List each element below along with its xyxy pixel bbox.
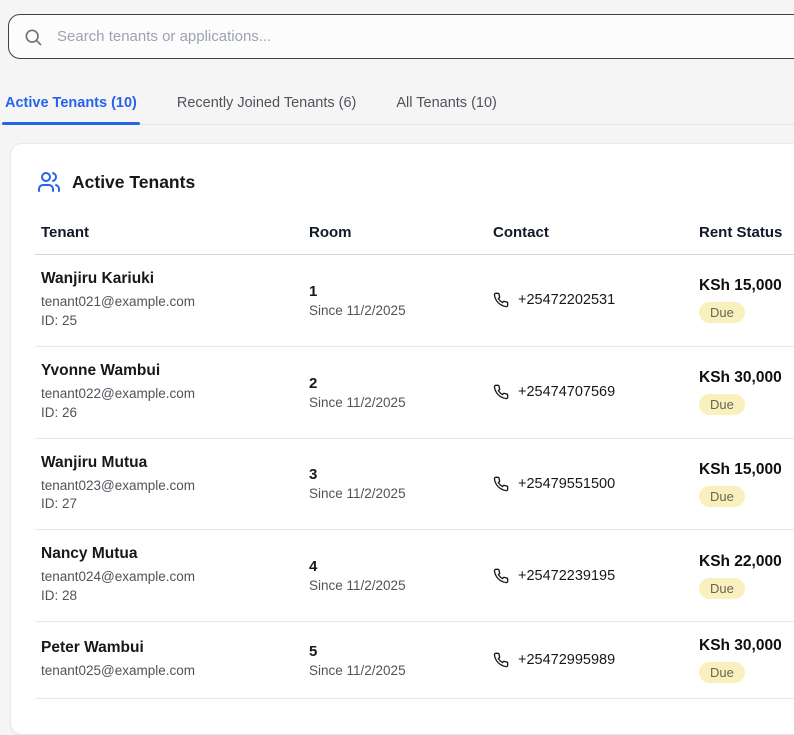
phone-icon bbox=[493, 568, 509, 584]
column-header-room: Room bbox=[309, 210, 493, 255]
search-icon bbox=[23, 27, 43, 47]
column-header-rent-status: Rent Status bbox=[699, 210, 794, 255]
rent-amount: KSh 15,000 bbox=[699, 460, 782, 478]
column-header-tenant: Tenant bbox=[35, 210, 309, 255]
tenants-table: Tenant Room Contact Rent Status Wanjiru … bbox=[35, 210, 794, 700]
tenant-name: Peter Wambui bbox=[41, 639, 144, 657]
phone-icon bbox=[493, 476, 509, 492]
room-number: 3 bbox=[309, 466, 318, 484]
room-since: Since 11/2/2025 bbox=[309, 578, 406, 594]
room-number: 1 bbox=[309, 282, 318, 300]
search-input[interactable] bbox=[55, 27, 794, 46]
rent-status-badge: Due bbox=[699, 485, 745, 507]
room-number: 2 bbox=[309, 374, 318, 392]
rent-status-badge: Due bbox=[699, 577, 745, 599]
tenant-id: ID: 25 bbox=[41, 312, 78, 328]
active-tenants-panel: Active Tenants Tenant Room Contact Rent … bbox=[10, 143, 794, 735]
tenant-email: tenant025@example.com bbox=[41, 663, 196, 679]
tenant-phone: +25479551500 bbox=[518, 475, 616, 492]
rent-amount: KSh 30,000 bbox=[699, 369, 782, 387]
room-since: Since 11/2/2025 bbox=[309, 486, 406, 502]
users-icon bbox=[37, 170, 61, 194]
phone-icon bbox=[493, 292, 509, 308]
table-header-row: Tenant Room Contact Rent Status bbox=[35, 210, 794, 255]
room-since: Since 11/2/2025 bbox=[309, 302, 406, 318]
panel-title: Active Tenants bbox=[72, 171, 196, 192]
rent-status-badge: Due bbox=[699, 662, 745, 684]
tenant-id: ID: 28 bbox=[41, 588, 78, 604]
tenant-name: Wanjiru Kariuki bbox=[41, 270, 155, 287]
rent-amount: KSh 15,000 bbox=[699, 277, 782, 295]
room-since: Since 11/2/2025 bbox=[309, 662, 406, 678]
table-row[interactable]: Peter Wambui tenant025@example.com 5 Sin… bbox=[35, 621, 794, 700]
room-number: 4 bbox=[309, 558, 318, 576]
rent-status-badge: Due bbox=[699, 394, 745, 416]
phone-icon bbox=[493, 652, 509, 668]
tenant-name: Nancy Mutua bbox=[41, 545, 138, 563]
tenant-phone: +25474707569 bbox=[518, 384, 616, 401]
room-number: 5 bbox=[309, 642, 318, 660]
tenant-name: Wanjiru Mutua bbox=[41, 453, 148, 471]
tenant-name: Yvonne Wambui bbox=[41, 361, 161, 379]
panel-header: Active Tenants bbox=[37, 170, 794, 194]
table-row[interactable]: Nancy Mutua tenant024@example.com ID: 28… bbox=[35, 529, 794, 623]
table-row[interactable]: Yvonne Wambui tenant022@example.com ID: … bbox=[35, 346, 794, 439]
tenant-email: tenant023@example.com bbox=[41, 477, 196, 493]
tenant-email: tenant024@example.com bbox=[41, 569, 196, 585]
tenant-id: ID: 27 bbox=[41, 496, 78, 512]
table-row[interactable]: Wanjiru Kariuki tenant021@example.com ID… bbox=[35, 254, 794, 347]
rent-amount: KSh 30,000 bbox=[699, 637, 782, 655]
column-header-contact: Contact bbox=[493, 210, 699, 255]
phone-icon bbox=[493, 384, 509, 400]
tenant-email: tenant021@example.com bbox=[41, 294, 196, 309]
tenant-id: ID: 26 bbox=[41, 404, 78, 420]
tab-active-tenants[interactable]: Active Tenants (10) bbox=[2, 82, 140, 125]
tab-bar: Active Tenants (10) Recently Joined Tena… bbox=[0, 82, 794, 125]
tenant-phone: +25472995989 bbox=[518, 652, 616, 669]
tenant-email: tenant022@example.com bbox=[41, 385, 196, 401]
room-since: Since 11/2/2025 bbox=[309, 394, 406, 410]
tenant-phone: +25472202531 bbox=[518, 292, 616, 309]
search-bar bbox=[8, 14, 794, 59]
rent-amount: KSh 22,000 bbox=[699, 552, 782, 570]
rent-status-badge: Due bbox=[699, 302, 745, 324]
table-row[interactable]: Wanjiru Mutua tenant023@example.com ID: … bbox=[35, 438, 794, 531]
tenant-phone: +25472239195 bbox=[518, 567, 616, 584]
tab-recently-joined-tenants[interactable]: Recently Joined Tenants (6) bbox=[176, 95, 357, 111]
tab-all-tenants[interactable]: All Tenants (10) bbox=[396, 95, 497, 111]
